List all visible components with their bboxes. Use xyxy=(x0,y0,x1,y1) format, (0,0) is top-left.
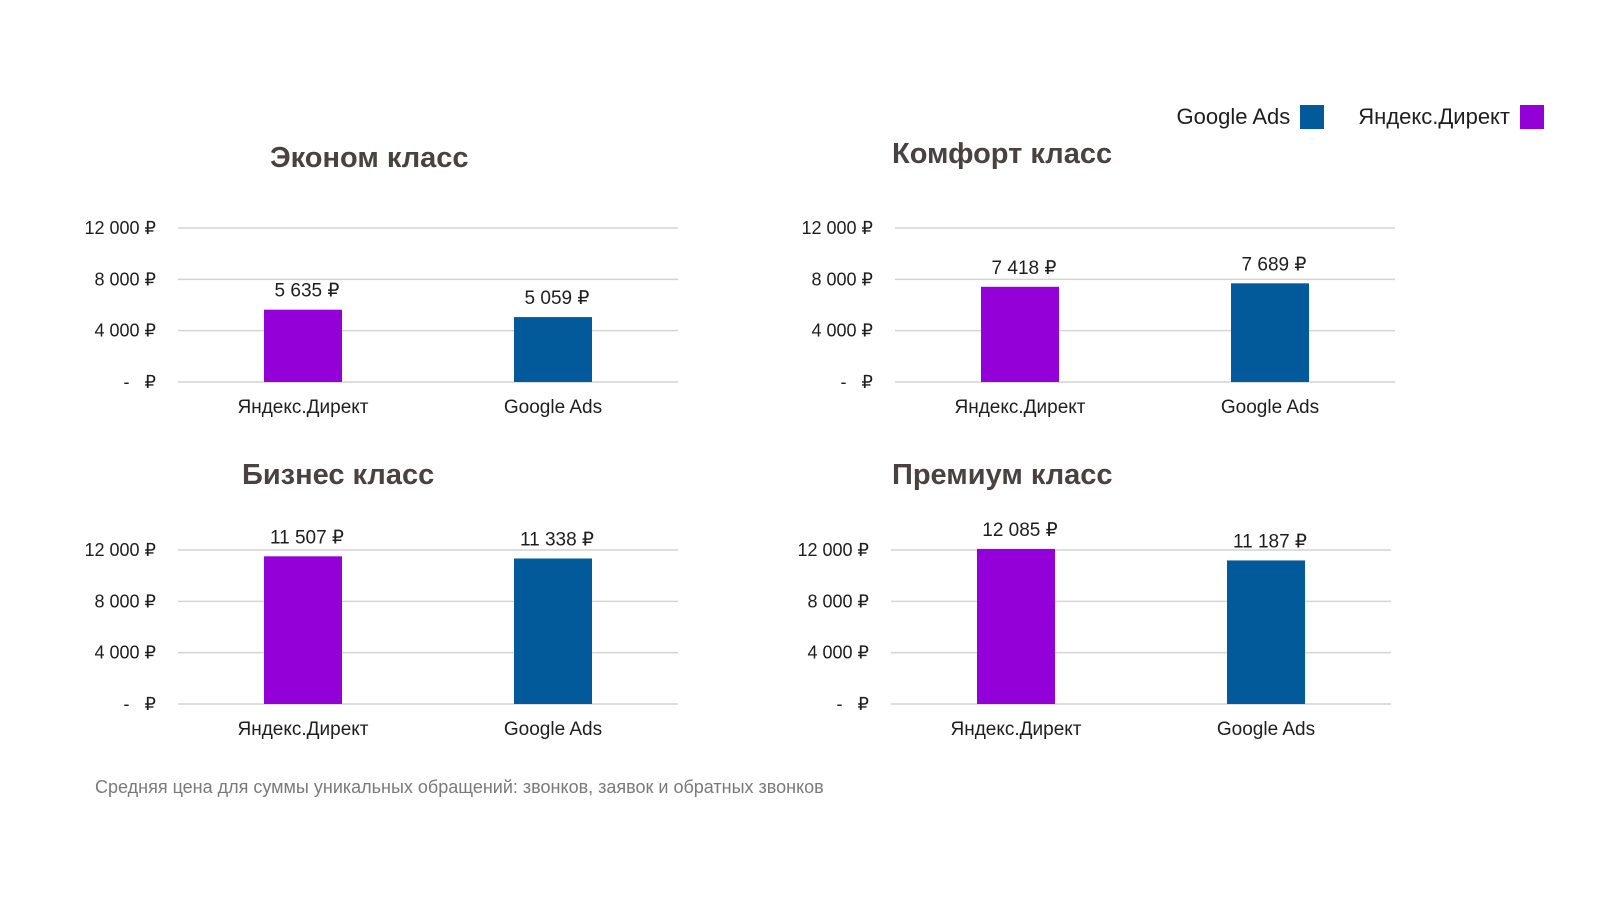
y-tick-label: - ₽ xyxy=(124,372,156,392)
chart-panel-business: Бизнес класс - ₽ 4 000 ₽ 8 000 ₽ 12 000 ₽ 11… xyxy=(80,459,740,764)
chart-legend: Google Ads Яндекс.Директ xyxy=(1177,104,1544,130)
y-tick-label: 12 000 ₽ xyxy=(84,540,156,560)
legend-swatch-google-ads xyxy=(1300,105,1325,129)
chart-title: Эконом класс xyxy=(270,142,469,174)
y-tick-label: 8 000 ₽ xyxy=(812,269,874,289)
y-tick-label: - ₽ xyxy=(837,694,869,714)
bar-value-label: 7 418 ₽ xyxy=(992,258,1057,279)
chart-plot: - ₽ 4 000 ₽ 8 000 ₽ 12 000 ₽ 11 507 ₽ Яндекс.… xyxy=(84,527,678,740)
chart-title: Бизнес класс xyxy=(242,459,435,491)
y-tick-label: - ₽ xyxy=(124,694,156,714)
x-tick-label: Яндекс.Директ xyxy=(237,397,368,418)
x-tick-label: Google Ads xyxy=(504,397,602,418)
bar xyxy=(514,558,592,704)
chart-title: Премиум класс xyxy=(892,459,1113,491)
bar-value-label: 5 635 ₽ xyxy=(275,281,340,302)
chart-panel-comfort: Комфорт класс - ₽ 4 000 ₽ 8 000 ₽ 12 000 ₽ 7… xyxy=(797,138,1457,442)
bar-value-label: 11 338 ₽ xyxy=(520,529,594,550)
x-tick-label: Google Ads xyxy=(504,719,602,740)
bar xyxy=(264,309,342,382)
bar-value-label: 7 689 ₽ xyxy=(1242,254,1307,275)
x-tick-label: Google Ads xyxy=(1221,397,1319,418)
bar-value-label: 12 085 ₽ xyxy=(982,520,1057,541)
chart-footnote: Средняя цена для суммы уникальных обраще… xyxy=(95,777,824,797)
legend-swatch-yandex-direct xyxy=(1520,105,1544,129)
bar xyxy=(264,556,342,704)
y-tick-label: 12 000 ₽ xyxy=(84,218,156,238)
y-tick-label: 8 000 ₽ xyxy=(808,591,870,611)
chart-panel-economy: Эконом класс - ₽ 4 000 ₽ 8 000 ₽ 12 000 ₽ 5 … xyxy=(80,142,740,442)
chart-plot: - ₽ 4 000 ₽ 8 000 ₽ 12 000 ₽ 12 085 ₽ Яндекс.… xyxy=(797,520,1391,740)
y-tick-label: 4 000 ₽ xyxy=(95,643,157,663)
legend-label-yandex-direct: Яндекс.Директ xyxy=(1358,104,1510,129)
x-tick-label: Яндекс.Директ xyxy=(950,719,1081,740)
bar xyxy=(514,317,592,382)
y-tick-label: 8 000 ₽ xyxy=(95,269,157,289)
bar xyxy=(1231,283,1309,382)
y-tick-label: 8 000 ₽ xyxy=(95,591,157,611)
bar xyxy=(981,286,1059,382)
legend-item-google-ads: Google Ads xyxy=(1177,104,1325,130)
chart-panel-premium: Премиум класс - ₽ 4 000 ₽ 8 000 ₽ 12 000 ₽ 1… xyxy=(793,459,1453,764)
y-tick-label: 4 000 ₽ xyxy=(808,643,870,663)
y-tick-label: 12 000 ₽ xyxy=(801,218,873,238)
bar-value-label: 11 507 ₽ xyxy=(270,527,344,548)
bar-value-label: 11 187 ₽ xyxy=(1233,531,1307,552)
x-tick-label: Яндекс.Директ xyxy=(237,719,368,740)
bar xyxy=(1227,560,1305,704)
chart-plot: - ₽ 4 000 ₽ 8 000 ₽ 12 000 ₽ 5 635 ₽ Яндекс.Д… xyxy=(84,218,678,418)
y-tick-label: 4 000 ₽ xyxy=(812,321,874,341)
y-tick-label: 4 000 ₽ xyxy=(95,321,157,341)
x-tick-label: Яндекс.Директ xyxy=(954,397,1085,418)
bar-value-label: 5 059 ₽ xyxy=(525,288,590,309)
bar xyxy=(977,548,1055,704)
y-tick-label: - ₽ xyxy=(841,372,873,392)
chart-title: Комфорт класс xyxy=(892,138,1113,170)
chart-plot: - ₽ 4 000 ₽ 8 000 ₽ 12 000 ₽ 7 418 ₽ Яндекс.Д… xyxy=(801,218,1395,418)
legend-item-yandex-direct: Яндекс.Директ xyxy=(1358,104,1544,130)
legend-label-google-ads: Google Ads xyxy=(1176,104,1291,129)
y-tick-label: 12 000 ₽ xyxy=(797,540,869,560)
x-tick-label: Google Ads xyxy=(1217,719,1315,740)
